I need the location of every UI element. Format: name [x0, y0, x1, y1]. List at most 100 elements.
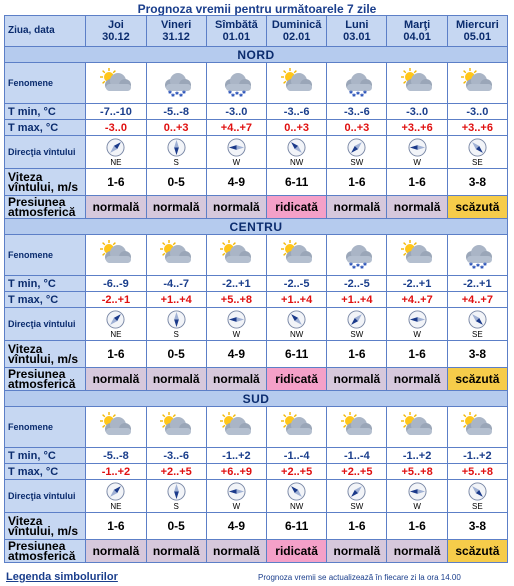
- svg-text:✱: ✱: [360, 93, 365, 98]
- day-date: 05.01: [463, 31, 492, 43]
- pressure-value: normală: [85, 195, 147, 219]
- compass-icon: [106, 309, 125, 329]
- tmin-row: T min, °C -6..-9 -4..-7 -2..+1 -2..-5 -2..-5-…: [3, 275, 509, 292]
- pressure-value: ridicată: [266, 367, 328, 391]
- pressure-row: Presiunea atmosferică normală normală norma…: [3, 367, 509, 391]
- day-date: 31.12: [162, 31, 190, 43]
- tmin-value: -5..-8: [85, 447, 147, 464]
- cloud-sun-icon: [145, 234, 207, 276]
- pressure-value: scăzută: [446, 195, 509, 219]
- forecast-table: Ziua, data Joi 30.12 Vineri 31.12 Sîmbătă 01.0…: [3, 15, 509, 563]
- wind-speed-value: 1-6: [85, 168, 147, 196]
- tmax-value: -2..+1: [85, 291, 147, 308]
- cloud-sun-icon: [326, 406, 388, 448]
- tmin-value: -2..-5: [326, 275, 388, 292]
- wind-speed-value: 1-6: [326, 340, 388, 368]
- tmax-value: 0..+3: [266, 119, 328, 136]
- page-title: Prognoza vremii pentru următoarele 7 zil…: [137, 2, 377, 16]
- pressure-value: scăzută: [446, 367, 509, 391]
- wind-speed-value: 4-9: [205, 168, 268, 196]
- tmin-label: T min, °C: [3, 103, 87, 120]
- tmax-value: +1..+4: [145, 291, 207, 308]
- day-date: 01.01: [222, 31, 251, 43]
- tmax-row: T max, °C -3..0 0..+3 +4..+7 0..+3 0..+3 +3..+…: [3, 119, 509, 136]
- cloud-sun-icon: [386, 62, 448, 104]
- wind-direction-row: Direcţia vîntului NE S W NW SW W SE: [3, 135, 509, 169]
- pressure-value: normală: [205, 539, 268, 563]
- pressure-value: normală: [326, 367, 388, 391]
- tmin-label: T min, °C: [3, 275, 87, 292]
- day-name: Joi: [107, 19, 124, 31]
- svg-text:✱: ✱: [363, 90, 368, 96]
- cloud-sun-icon: [386, 234, 448, 276]
- wind-direction-value: W: [413, 501, 421, 511]
- wind-direction-cell: SW: [326, 479, 388, 513]
- tmin-value: -3..-6: [266, 103, 328, 120]
- tmax-row: T max, °C -2..+1 +1..+4 +5..+8 +1..+4 +1..+4 +…: [3, 291, 509, 308]
- tmax-value: +6..+9: [205, 463, 268, 480]
- wind-direction-value: NE: [110, 157, 122, 167]
- wind-direction-value: NE: [110, 329, 122, 339]
- compass-icon: [287, 309, 306, 329]
- wind-direction-label: Direcţia vîntului: [3, 135, 87, 169]
- svg-text:✱: ✱: [480, 265, 485, 270]
- wind-direction-cell: W: [386, 479, 448, 513]
- day-name: Vineri: [160, 19, 192, 31]
- tmin-value: -3..0: [386, 103, 448, 120]
- day-name: Luni: [345, 19, 369, 31]
- wind-direction-cell: W: [205, 307, 268, 341]
- tmax-value: -1..+2: [85, 463, 147, 480]
- wind-direction-value: W: [413, 329, 421, 339]
- tmax-value: +1..+4: [266, 291, 328, 308]
- phenomena-label: Fenomene: [3, 234, 87, 276]
- region-row-sud: SUD: [4, 390, 508, 407]
- svg-text:✱: ✱: [349, 262, 354, 268]
- compass-icon: [106, 481, 125, 501]
- phenomena-label: Fenomene: [3, 62, 87, 104]
- tmax-value: +2..+5: [145, 463, 207, 480]
- day-header: Miercuri 05.01: [446, 15, 509, 47]
- tmin-row: T min, °C -5..-8 -3..-6 -1..+2 -1..-4 -1..-4-…: [3, 447, 509, 464]
- wind-speed-value: 0-5: [145, 512, 207, 540]
- cloud-sun-icon: [205, 406, 268, 448]
- tmin-value: -2..+1: [386, 275, 448, 292]
- wind-speed-value: 3-8: [446, 340, 509, 368]
- tmin-label: T min, °C: [3, 447, 87, 464]
- phenomena-row: Fenomene: [3, 406, 509, 448]
- wind-direction-cell: SW: [326, 135, 388, 169]
- pressure-value: normală: [145, 195, 207, 219]
- tmin-value: -3..-6: [326, 103, 388, 120]
- wind-direction-cell: NE: [85, 135, 147, 169]
- wind-speed-value: 0-5: [145, 340, 207, 368]
- svg-text:✱: ✱: [472, 265, 477, 270]
- tmax-label: T max, °C: [3, 463, 87, 480]
- cloud-sun-icon: [85, 62, 147, 104]
- pressure-value: normală: [205, 367, 268, 391]
- pressure-value: scăzută: [446, 539, 509, 563]
- wind-speed-value: 6-11: [266, 512, 328, 540]
- cloud-sun-icon: [266, 62, 328, 104]
- svg-text:✱: ✱: [352, 265, 357, 270]
- svg-text:✱: ✱: [360, 265, 365, 270]
- legend-link[interactable]: Legenda simbolurilor: [6, 571, 118, 583]
- wind-direction-value: W: [232, 329, 241, 339]
- svg-text:✱: ✱: [356, 91, 361, 97]
- days-header-row: Ziua, data Joi 30.12 Vineri 31.12 Sîmbătă 01.0…: [3, 15, 509, 47]
- wind-direction-value: W: [232, 501, 241, 511]
- wind-direction-cell: SW: [326, 307, 388, 341]
- region-title: SUD: [4, 390, 508, 407]
- svg-text:✱: ✱: [356, 263, 361, 269]
- tmax-value: +1..+4: [326, 291, 388, 308]
- compass-icon: [227, 137, 246, 157]
- day-header: Marţi 04.01: [386, 15, 448, 47]
- cloud-snow-icon: ✱ ✱ ✱ ✱ ✱: [326, 62, 388, 104]
- cloud-sun-icon: [85, 234, 147, 276]
- svg-text:✱: ✱: [483, 262, 488, 268]
- wind-direction-value: SE: [472, 329, 483, 339]
- phenomena-row: Fenomene ✱ ✱ ✱ ✱ ✱ ✱ ✱ ✱ ✱ ✱ ✱ ✱ ✱ ✱ ✱: [3, 62, 509, 104]
- cloud-sun-icon: [446, 62, 509, 104]
- compass-icon: [167, 309, 186, 329]
- compass-icon: [227, 481, 246, 501]
- tmax-value: +3..+6: [386, 119, 448, 136]
- tmax-value: +3..+6: [446, 119, 509, 136]
